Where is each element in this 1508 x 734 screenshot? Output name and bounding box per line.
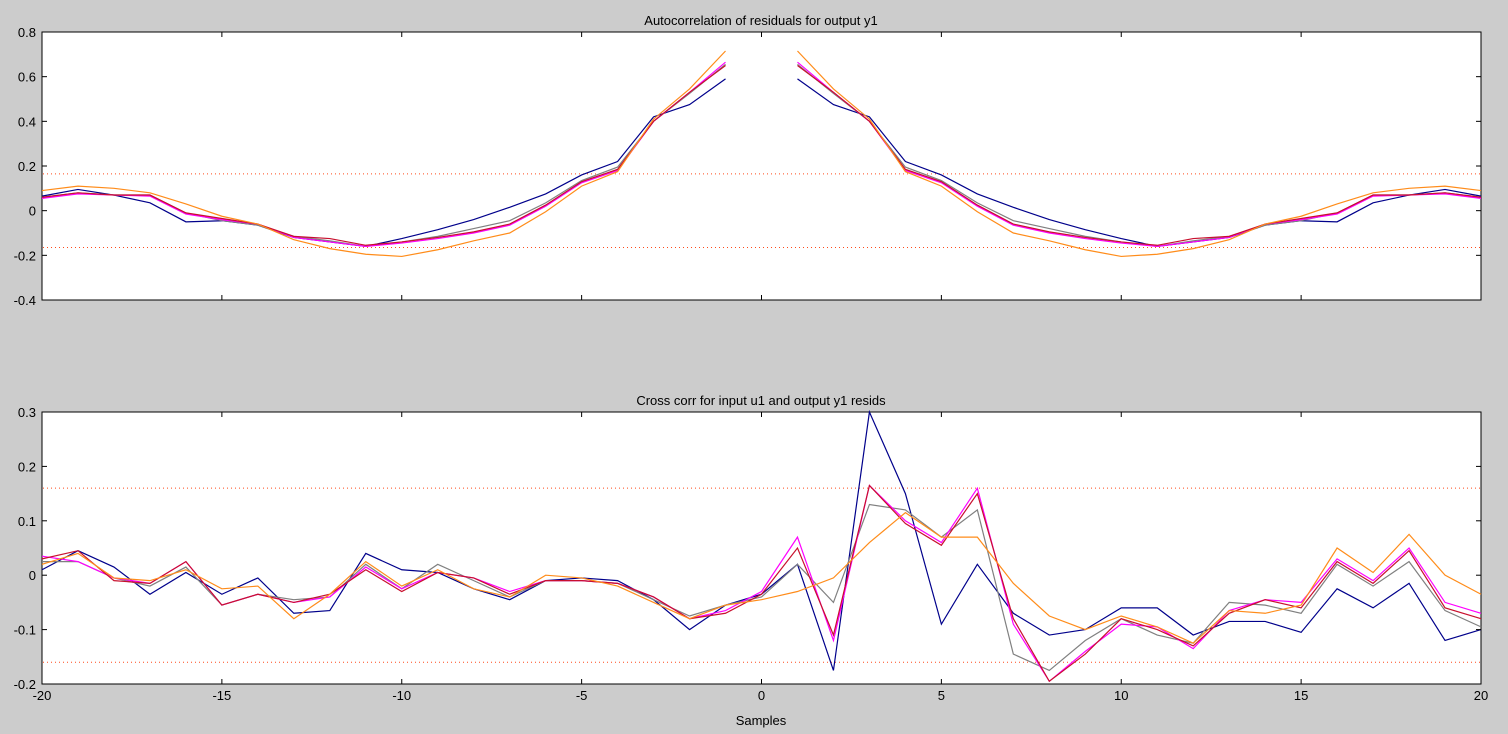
y-tick-label: -0.2	[14, 248, 36, 263]
x-tick-labels: -20 -15 -10 -5 0 5 10 15 20	[33, 412, 1488, 703]
x-tick-label: 0	[758, 688, 765, 703]
series-lines	[41, 50, 1482, 258]
y-tick-label: 0.2	[18, 459, 36, 474]
series-line	[797, 50, 1482, 258]
series-lines	[41, 409, 1482, 683]
series-line	[41, 50, 726, 258]
series-line	[41, 511, 1482, 644]
x-tick-label: 5	[938, 688, 945, 703]
series-line	[41, 61, 726, 248]
y-tick-label: 0.2	[18, 159, 36, 174]
y-tick-labels: 0.3 0.2 0.1 0 -0.1 -0.2	[14, 405, 1481, 692]
y-tick-label: -0.4	[14, 293, 36, 308]
series-line	[41, 78, 726, 248]
y-tick-label: 0	[29, 204, 36, 219]
series-line	[797, 78, 1482, 248]
series-line	[41, 484, 1482, 683]
y-tick-label: 0	[29, 568, 36, 583]
x-tick-label: -5	[576, 688, 588, 703]
cross-correlation-axes: Cross corr for input u1 and output y1 re…	[14, 393, 1489, 728]
y-tick-label: 0.3	[18, 405, 36, 420]
x-tick-label: -10	[392, 688, 411, 703]
y-tick-label: 0.8	[18, 25, 36, 40]
x-tick-label: -15	[212, 688, 231, 703]
x-tick-marks	[41, 32, 1482, 300]
y-tick-label: 0.6	[18, 70, 36, 85]
series-line	[42, 503, 1482, 672]
y-tick-label: -0.2	[14, 677, 36, 692]
y-tick-label: 0.4	[18, 114, 36, 129]
autocorrelation-axes: Autocorrelation of residuals for output …	[14, 13, 1482, 308]
chart-title: Cross corr for input u1 and output y1 re…	[636, 393, 886, 408]
y-tick-label: -0.1	[14, 623, 36, 638]
series-line	[797, 65, 1482, 246]
y-tick-labels: 0.8 0.6 0.4 0.2 0 -0.2 -0.4	[14, 25, 1481, 308]
chart-title: Autocorrelation of residuals for output …	[644, 13, 877, 28]
x-tick-label: 20	[1474, 688, 1488, 703]
x-tick-label: -20	[33, 688, 52, 703]
series-line	[797, 61, 1482, 248]
x-axis-label: Samples	[736, 713, 787, 728]
y-tick-label: 0.1	[18, 514, 36, 529]
axes-background	[41, 411, 1482, 685]
x-tick-label: 10	[1114, 688, 1128, 703]
axes-background	[41, 31, 1482, 301]
x-tick-label: 15	[1294, 688, 1308, 703]
series-line	[41, 65, 726, 246]
